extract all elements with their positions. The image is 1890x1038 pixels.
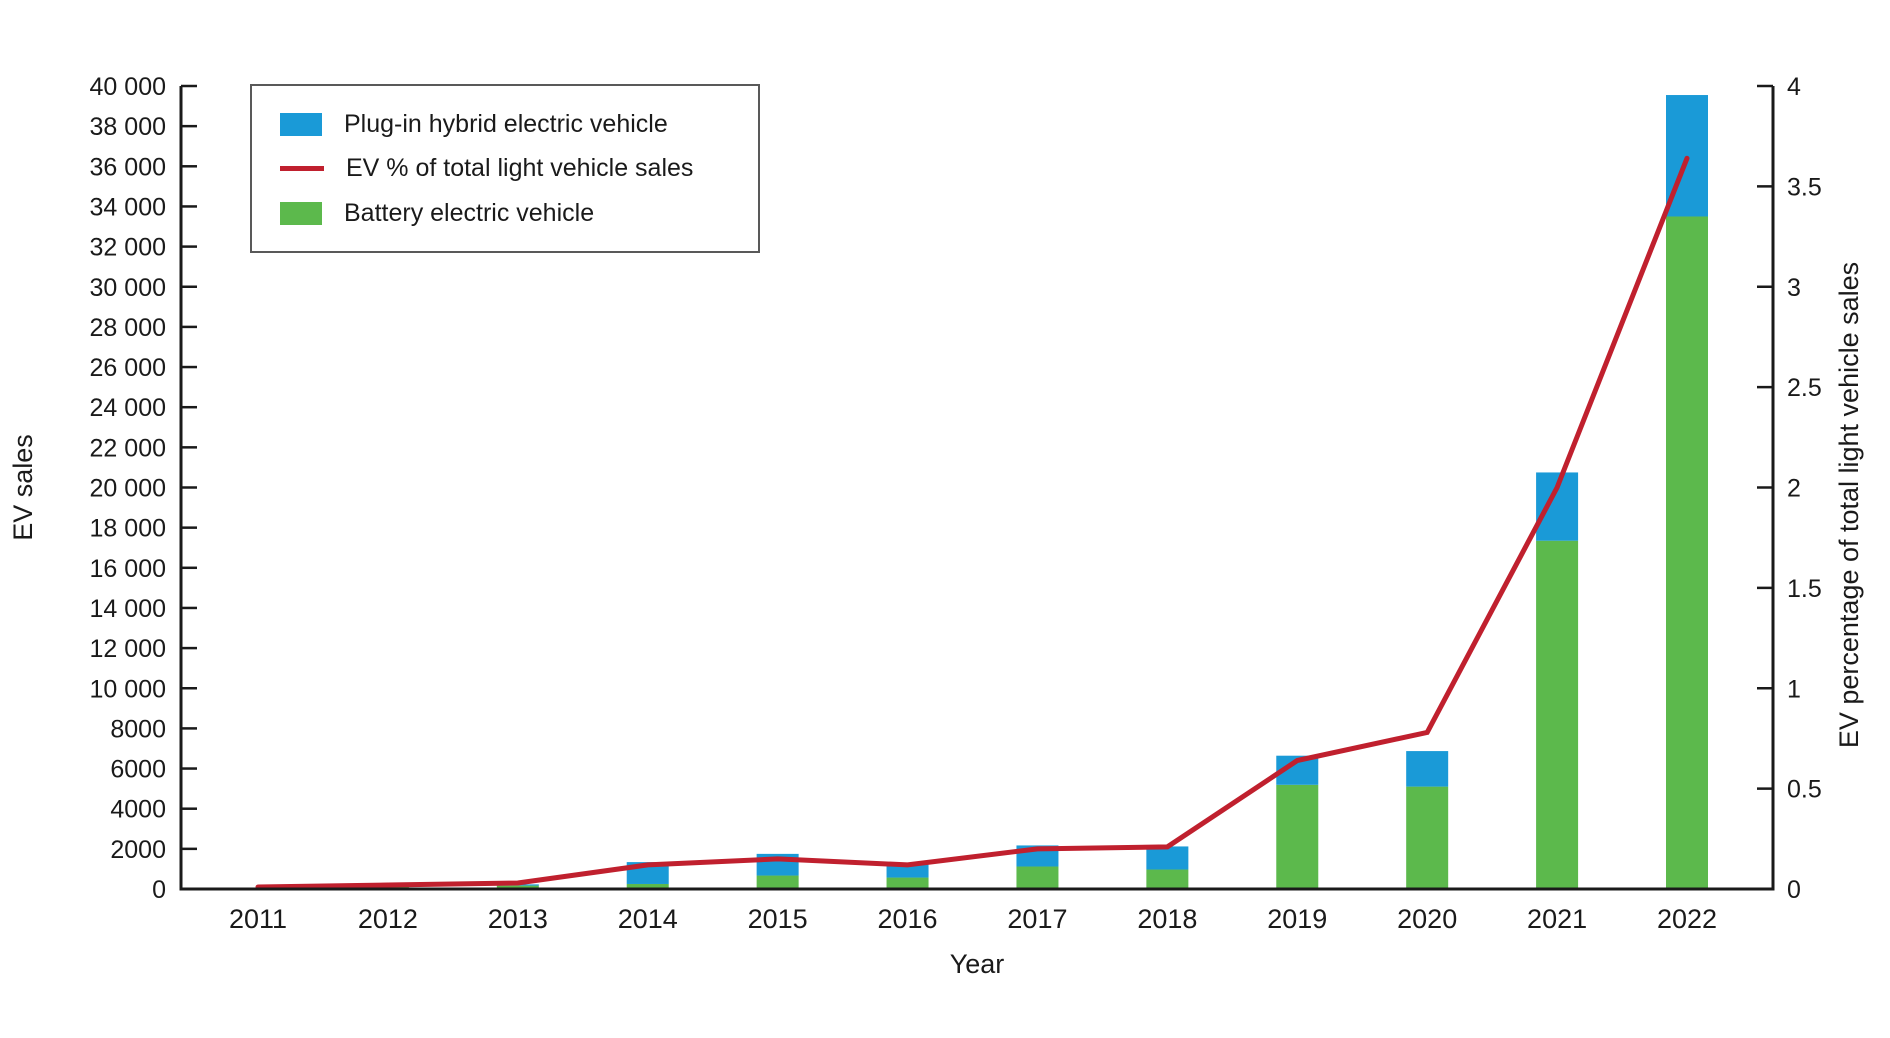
y-left-tick-label-12000: 12 000 — [90, 635, 166, 663]
y-axis-right-title: EV percentage of total light vehicle sal… — [1834, 262, 1864, 748]
legend-label-phev: Plug-in hybrid electric vehicle — [344, 109, 668, 138]
x-tick-label-2019: 2019 — [1267, 904, 1327, 934]
y-left-tick-label-32000: 32 000 — [90, 234, 166, 262]
y-left-tick-label-38000: 38 000 — [90, 113, 166, 141]
x-tick-label-2013: 2013 — [488, 904, 548, 934]
y-right-tick-label-0.5: 0.5 — [1787, 776, 1822, 804]
y-left-tick-label-40000: 40 000 — [90, 73, 166, 101]
bar-bev-2014 — [626, 883, 669, 889]
y-left-tick-label-8000: 8000 — [110, 715, 166, 743]
y-right-tick-label-2: 2 — [1787, 475, 1801, 503]
legend-label-ev-percent: EV % of total light vehicle sales — [346, 154, 694, 182]
y-right-tick-label-1: 1 — [1787, 675, 1801, 703]
y-left-tick-label-0: 0 — [152, 876, 166, 904]
x-tick-label-2016: 2016 — [878, 904, 938, 934]
y-right-tick-label-0: 0 — [1787, 876, 1801, 904]
y-left-tick-label-34000: 34 000 — [90, 193, 166, 221]
y-left-tick-label-24000: 24 000 — [90, 394, 166, 422]
y-left-tick-label-20000: 20 000 — [90, 475, 166, 503]
bar-bev-2016 — [886, 877, 929, 889]
x-tick-label-2015: 2015 — [748, 904, 808, 934]
y-left-tick-label-16000: 16 000 — [90, 555, 166, 583]
y-left-tick-label-36000: 36 000 — [90, 153, 166, 181]
y-left-tick-label-14000: 14 000 — [90, 595, 166, 623]
bar-bev-2017 — [1016, 866, 1059, 889]
chart-legend: Plug-in hybrid electric vehicle EV % of … — [250, 84, 760, 253]
y-left-tick-label-22000: 22 000 — [90, 434, 166, 462]
x-tick-label-2011: 2011 — [229, 904, 287, 934]
bar-bev-2019 — [1276, 784, 1319, 889]
bar-phev-2020 — [1406, 751, 1449, 787]
y-left-tick-label-4000: 4000 — [110, 796, 166, 824]
legend-item-phev: Plug-in hybrid electric vehicle — [280, 110, 748, 139]
bar-bev-2015 — [756, 875, 799, 889]
y-left-tick-label-26000: 26 000 — [90, 354, 166, 382]
x-tick-label-2018: 2018 — [1137, 904, 1197, 934]
x-tick-label-2014: 2014 — [618, 904, 678, 934]
y-right-tick-label-3.5: 3.5 — [1787, 173, 1822, 201]
x-tick-label-2021: 2021 — [1527, 904, 1587, 934]
x-tick-label-2017: 2017 — [1007, 904, 1067, 934]
ev-percent-line — [255, 155, 1690, 890]
y-left-tick-label-28000: 28 000 — [90, 314, 166, 342]
bar-bev-2021 — [1536, 540, 1579, 889]
ev-percent-line-swatch — [280, 166, 324, 171]
y-left-tick-label-18000: 18 000 — [90, 515, 166, 543]
bar-phev-2018 — [1146, 846, 1189, 870]
bar-bev-2022 — [1666, 216, 1708, 890]
y-right-tick-label-3: 3 — [1787, 274, 1801, 302]
y-left-tick-label-10000: 10 000 — [90, 675, 166, 703]
y-left-tick-label-6000: 6000 — [110, 756, 166, 784]
x-tick-label-2022: 2022 — [1657, 904, 1717, 934]
x-axis-title: Year — [950, 949, 1005, 979]
y-right-tick-label-1.5: 1.5 — [1787, 575, 1822, 603]
bev-color-swatch — [280, 201, 322, 225]
bar-bev-2020 — [1406, 786, 1449, 889]
y-left-tick-label-30000: 30 000 — [90, 274, 166, 302]
y-right-tick-label-4: 4 — [1787, 73, 1801, 101]
phev-color-swatch — [280, 112, 322, 136]
legend-label-bev: Battery electric vehicle — [344, 198, 595, 227]
bar-bev-2018 — [1146, 869, 1189, 889]
legend-item-ev-percent: EV % of total light vehicle sales — [280, 154, 748, 183]
bar-bev-2013 — [496, 885, 539, 889]
x-tick-label-2012: 2012 — [358, 904, 418, 934]
x-tick-label-2020: 2020 — [1397, 904, 1457, 934]
y-right-tick-label-2.5: 2.5 — [1787, 374, 1822, 402]
y-axis-left-title: EV sales — [8, 434, 38, 541]
legend-item-bev: Battery electric vehicle — [280, 199, 748, 228]
y-left-tick-label-2000: 2000 — [110, 836, 166, 864]
